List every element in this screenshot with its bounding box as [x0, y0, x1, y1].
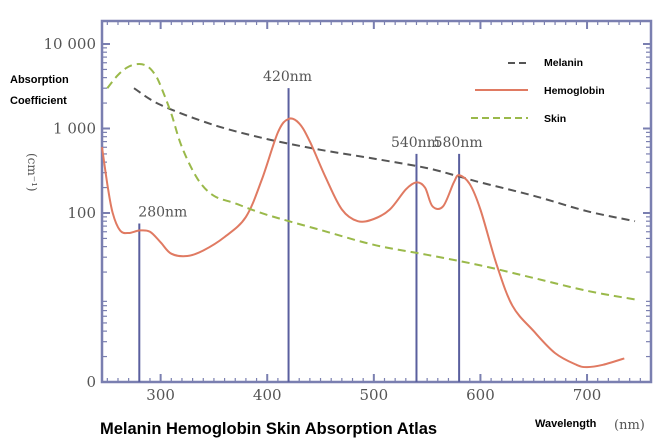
series-line-melanin [133, 87, 636, 223]
xlabel: Wavelength [535, 418, 597, 430]
peak-label: 420nm [263, 69, 312, 85]
ylabel-line1: Absorption [10, 74, 69, 86]
ticks-layer: 0 100 1 000 10 000 300 400 500 600 700 [44, 21, 651, 404]
legend-label-melanin: Melanin [544, 57, 583, 69]
y-tick-label: 100 [67, 204, 96, 222]
y-tick-label: 0 [86, 373, 96, 391]
y-unit-label: (cm⁻¹) [25, 153, 39, 192]
legend: Melanin Hemoglobin Skin [471, 57, 605, 125]
chart-title: Melanin Hemoglobin Skin Absorption Atlas [100, 420, 437, 438]
y-tick-label: 1 000 [53, 120, 96, 138]
plot-frame [100, 19, 653, 384]
peak-label: 580nm [434, 135, 483, 151]
legend-label-skin: Skin [544, 113, 566, 125]
peak-label: 540nm [391, 135, 440, 151]
x-tick-label: 300 [146, 386, 175, 404]
x-tick-label: 600 [466, 386, 495, 404]
legend-label-hemoglobin: Hemoglobin [544, 85, 605, 97]
x-unit-label: (nm) [614, 418, 645, 433]
series-layer [101, 62, 636, 369]
x-tick-label: 400 [253, 386, 282, 404]
peak-label: 280nm [138, 205, 187, 221]
x-tick-label: 700 [573, 386, 602, 404]
series-line-skin [106, 62, 636, 301]
y-tick-label: 10 000 [44, 35, 97, 53]
x-tick-label: 500 [360, 386, 389, 404]
ylabel-line2: Coefficient [10, 95, 67, 107]
series-line-hemoglobin [101, 117, 625, 369]
